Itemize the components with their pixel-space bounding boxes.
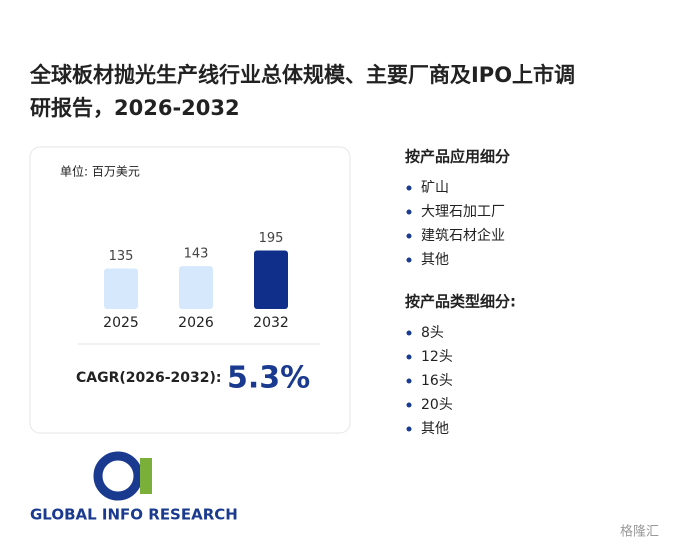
- segment-title: 按产品类型细分:: [405, 293, 516, 311]
- segment-item: 矿山: [421, 180, 449, 196]
- segment-item: 其他: [421, 252, 449, 268]
- bar: [179, 266, 213, 309]
- unit-label: 单位: 百万美元: [60, 164, 140, 179]
- bullet: [406, 354, 412, 360]
- segment-item: 12头: [421, 349, 453, 365]
- cagr-value: 5.3%: [227, 361, 310, 396]
- logo-text: GLOBAL INFO RESEARCH: [30, 506, 238, 524]
- segment-item: 大理石加工厂: [421, 204, 505, 220]
- segment-item: 16头: [421, 373, 453, 389]
- x-tick-label: 2032: [253, 315, 289, 331]
- segment-item: 其他: [421, 421, 449, 437]
- logo-mark: [140, 458, 152, 494]
- value-label: 195: [259, 231, 284, 246]
- title-line: 研报告，2026-2032: [30, 96, 240, 120]
- bar: [104, 268, 138, 309]
- logo: GLOBAL INFO RESEARCH: [30, 451, 238, 524]
- bullet: [406, 185, 412, 191]
- segment-item: 建筑石材企业: [421, 227, 505, 244]
- segment-title: 按产品应用细分: [405, 148, 510, 166]
- bullet: [406, 378, 412, 384]
- segment-item: 8头: [421, 325, 444, 341]
- title-line: 全球板材抛光生产线行业总体规模、主要厂商及IPO上市调: [29, 63, 575, 87]
- value-label: 143: [184, 247, 209, 262]
- bullet: [406, 257, 412, 263]
- watermark: 格隆汇: [620, 524, 659, 540]
- bullet: [406, 209, 412, 215]
- logo-mark: [93, 451, 143, 501]
- value-label: 135: [109, 249, 134, 264]
- x-tick-label: 2026: [178, 315, 214, 331]
- cagr-label: CAGR(2026-2032):: [76, 370, 222, 386]
- bullet: [406, 402, 412, 408]
- bullet: [406, 330, 412, 336]
- segment-item: 20头: [421, 397, 453, 413]
- x-tick-label: 2025: [103, 315, 139, 331]
- bullet: [406, 426, 412, 432]
- bar: [254, 250, 288, 309]
- bullet: [406, 233, 412, 239]
